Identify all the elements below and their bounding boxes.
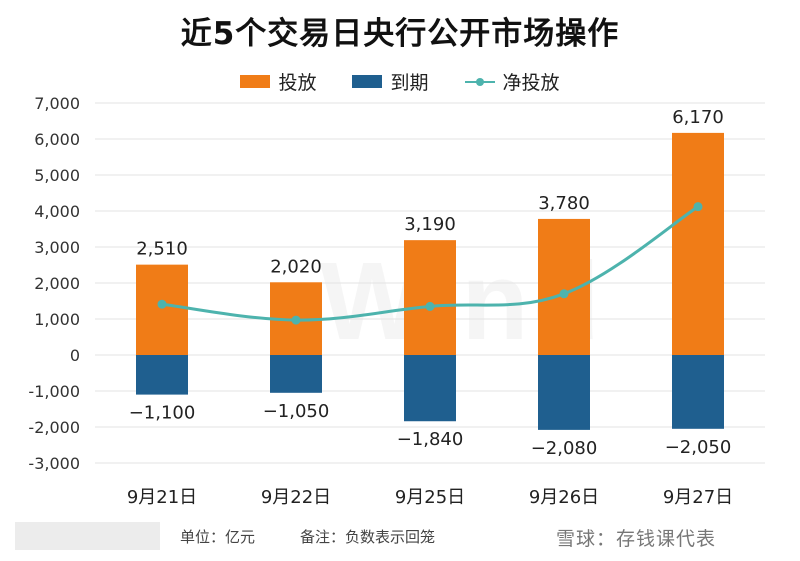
legend-swatch-net — [464, 75, 495, 89]
y-tick-label: 2,000 — [34, 274, 80, 293]
legend-swatch-release — [240, 75, 271, 88]
y-tick-label: 5,000 — [34, 166, 80, 185]
data-label-expire: −1,100 — [129, 403, 196, 424]
y-tick-label: 7,000 — [34, 94, 80, 113]
bar-release — [404, 240, 456, 355]
bar-expire — [270, 355, 322, 393]
net-point — [425, 301, 435, 311]
x-tick-label: 9月21日 — [127, 487, 197, 508]
data-label-expire: −1,840 — [397, 429, 464, 450]
x-tick-label: 9月26日 — [529, 487, 599, 508]
legend-swatch-expire — [352, 75, 383, 88]
data-label-expire: −2,080 — [531, 438, 598, 459]
legend-label-release: 投放 — [278, 72, 317, 94]
data-label-release: 2,020 — [270, 256, 322, 277]
legend-item-expire: 到期 — [352, 68, 429, 95]
y-tick-label: 6,000 — [34, 130, 80, 149]
footer: 单位：亿元 备注：负数表示回笼 雪球：存钱课代表 — [0, 522, 800, 550]
net-point — [559, 289, 569, 299]
data-label-release: 3,190 — [404, 214, 456, 235]
source-brand: 雪球：存钱课代表 — [556, 528, 717, 550]
net-point — [157, 299, 167, 309]
y-tick-label: -2,000 — [28, 418, 80, 437]
unit-note: 单位：亿元 — [180, 528, 256, 546]
bar-expire — [672, 355, 724, 429]
data-label-release: 3,780 — [538, 193, 590, 214]
data-label-release: 6,170 — [672, 107, 724, 128]
y-tick-label: 0 — [70, 346, 80, 365]
y-tick-label: 4,000 — [34, 202, 80, 221]
y-tick-label: 1,000 — [34, 310, 80, 329]
net-point — [693, 202, 703, 212]
legend: 投放 到期 净投放 — [0, 68, 800, 95]
legend-item-net: 净投放 — [464, 68, 560, 95]
y-tick-label: -3,000 — [28, 454, 80, 473]
remark-note: 备注：负数表示回笼 — [300, 528, 436, 546]
x-tick-label: 9月25日 — [395, 487, 465, 508]
net-point — [291, 315, 301, 325]
legend-item-release: 投放 — [240, 68, 316, 95]
legend-label-net: 净投放 — [502, 72, 560, 94]
x-tick-label: 9月27日 — [663, 487, 733, 508]
y-tick-label: 3,000 — [34, 238, 80, 257]
data-label-release: 2,510 — [136, 239, 188, 260]
x-tick-label: 9月22日 — [261, 487, 331, 508]
data-label-expire: −1,050 — [263, 401, 330, 422]
bar-expire — [136, 355, 188, 395]
bar-release — [136, 264, 188, 355]
blurred-region — [15, 522, 160, 550]
bar-expire — [404, 355, 456, 422]
data-label-expire: −2,050 — [665, 437, 732, 458]
bar-release — [672, 132, 724, 355]
legend-label-expire: 到期 — [390, 72, 429, 94]
y-tick-label: -1,000 — [28, 382, 80, 401]
chart-title: 近5个交易日央行公开市场操作 — [180, 16, 620, 52]
bar-expire — [538, 355, 590, 430]
